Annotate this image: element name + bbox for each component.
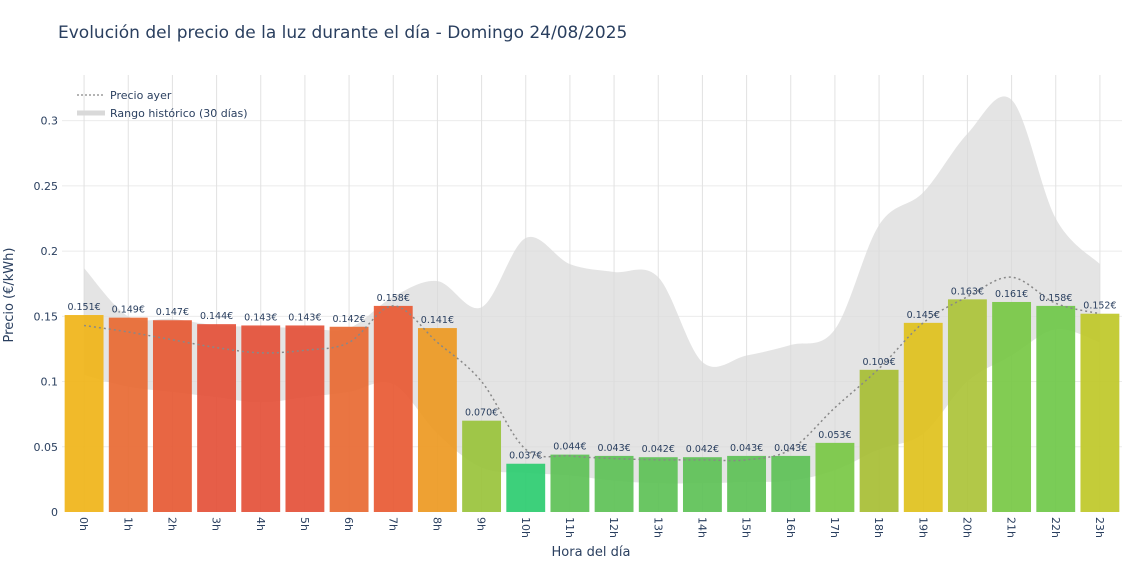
y-tick-label: 0.3 — [41, 115, 59, 128]
price-bar — [903, 322, 943, 512]
x-tick-label: 10h — [519, 517, 532, 538]
bar-value-label: 0.158€ — [377, 293, 410, 304]
bar-value-label: 0.158€ — [1039, 293, 1072, 304]
price-bar — [197, 324, 237, 512]
bar-value-label: 0.152€ — [1083, 301, 1116, 312]
bar-value-label: 0.043€ — [774, 443, 807, 454]
x-tick-label: 0h — [77, 517, 90, 531]
x-tick-label: 23h — [1093, 517, 1106, 538]
price-bar — [64, 315, 104, 512]
price-bar — [1036, 305, 1076, 512]
x-tick-label: 20h — [960, 517, 973, 538]
x-tick-label: 3h — [210, 517, 223, 531]
x-tick-label: 17h — [828, 517, 841, 538]
x-tick-label: 22h — [1049, 517, 1062, 538]
bar-value-label: 0.043€ — [597, 443, 630, 454]
yesterday-price-line — [83, 276, 1101, 462]
x-tick-label: 12h — [607, 517, 620, 538]
price-bar — [682, 457, 722, 512]
bar-value-label: 0.070€ — [465, 408, 498, 419]
price-bar — [594, 455, 634, 512]
bar-value-label: 0.142€ — [332, 314, 365, 325]
axis-layer: 0 0.05 0.1 0.15 0.2 0.25 0.3 0h 1h 2h 3h 4h 5h 6h 7h 8h… — [34, 115, 1106, 538]
y-tick-label: 0.15 — [34, 310, 59, 323]
x-tick-label: 8h — [430, 517, 443, 531]
bar-value-label: 0.149€ — [112, 305, 145, 316]
bar-value-label: 0.053€ — [818, 430, 851, 441]
chart-title: Evolución del precio de la luz durante e… — [58, 23, 627, 43]
price-bar — [329, 326, 369, 512]
bar-value-label: 0.143€ — [244, 312, 277, 323]
price-bar — [285, 325, 325, 512]
price-bar — [506, 463, 546, 512]
x-tick-label: 21h — [1005, 517, 1018, 538]
price-bar — [638, 457, 678, 512]
bar-label-layer: 0.151€ 0.149€ 0.147€ 0.144€ 0.143€ 0.143€ 0.14… — [67, 286, 1116, 461]
x-tick-label: 6h — [342, 517, 355, 531]
price-bar — [550, 454, 590, 512]
price-bar — [815, 442, 855, 512]
x-tick-label: 19h — [916, 517, 929, 538]
x-tick-label: 4h — [254, 517, 267, 531]
x-tick-label: 2h — [165, 517, 178, 531]
x-tick-label: 13h — [651, 517, 664, 538]
bar-value-label: 0.161€ — [995, 289, 1028, 300]
price-bar — [373, 305, 413, 512]
x-tick-label: 18h — [872, 517, 885, 538]
bar-value-label: 0.042€ — [686, 444, 719, 455]
bar-value-label: 0.043€ — [730, 443, 763, 454]
legend-label-range: Rango histórico (30 días) — [110, 107, 248, 120]
bar-value-label: 0.151€ — [67, 302, 100, 313]
x-tick-label: 11h — [563, 517, 576, 538]
x-tick-label: 14h — [695, 517, 708, 538]
price-bar — [152, 320, 192, 512]
bar-value-label: 0.147€ — [156, 307, 189, 318]
bar-value-label: 0.144€ — [200, 311, 233, 322]
x-axis-title: Hora del día — [552, 545, 631, 560]
y-tick-label: 0 — [51, 506, 58, 519]
bar-layer — [64, 299, 1120, 512]
price-bar — [859, 369, 899, 512]
price-bar — [1080, 313, 1120, 512]
bar-value-label: 0.044€ — [553, 442, 586, 453]
price-bar — [241, 325, 281, 512]
bar-value-label: 0.141€ — [421, 315, 454, 326]
price-bar — [947, 299, 987, 512]
x-tick-label: 9h — [475, 517, 488, 531]
y-tick-label: 0.25 — [34, 180, 59, 193]
price-bar — [771, 455, 811, 512]
price-bar — [108, 317, 148, 512]
yesterday-line-layer — [83, 276, 1101, 462]
historic-range-area — [84, 96, 1100, 484]
bar-value-label: 0.143€ — [288, 312, 321, 323]
x-tick-label: 7h — [386, 517, 399, 531]
bar-value-label: 0.145€ — [907, 310, 940, 321]
y-axis-title: Precio (€/kWh) — [2, 248, 17, 343]
x-tick-label: 5h — [298, 517, 311, 531]
y-tick-label: 0.2 — [41, 245, 59, 258]
y-tick-label: 0.05 — [34, 441, 59, 454]
legend[interactable]: Precio ayer Rango histórico (30 días) — [77, 89, 248, 120]
bar-value-label: 0.163€ — [951, 286, 984, 297]
historic-range-band — [84, 96, 1100, 484]
bar-value-label: 0.109€ — [862, 357, 895, 368]
legend-label-yesterday: Precio ayer — [110, 89, 172, 102]
bar-value-label: 0.037€ — [509, 451, 542, 462]
bar-value-label: 0.042€ — [642, 444, 675, 455]
x-tick-label: 1h — [121, 517, 134, 531]
price-bar — [992, 301, 1032, 512]
y-tick-label: 0.1 — [41, 376, 59, 389]
price-bar — [417, 328, 457, 512]
price-bar — [727, 455, 767, 512]
x-tick-label: 15h — [740, 517, 753, 538]
price-bar — [462, 420, 502, 512]
x-tick-label: 16h — [784, 517, 797, 538]
